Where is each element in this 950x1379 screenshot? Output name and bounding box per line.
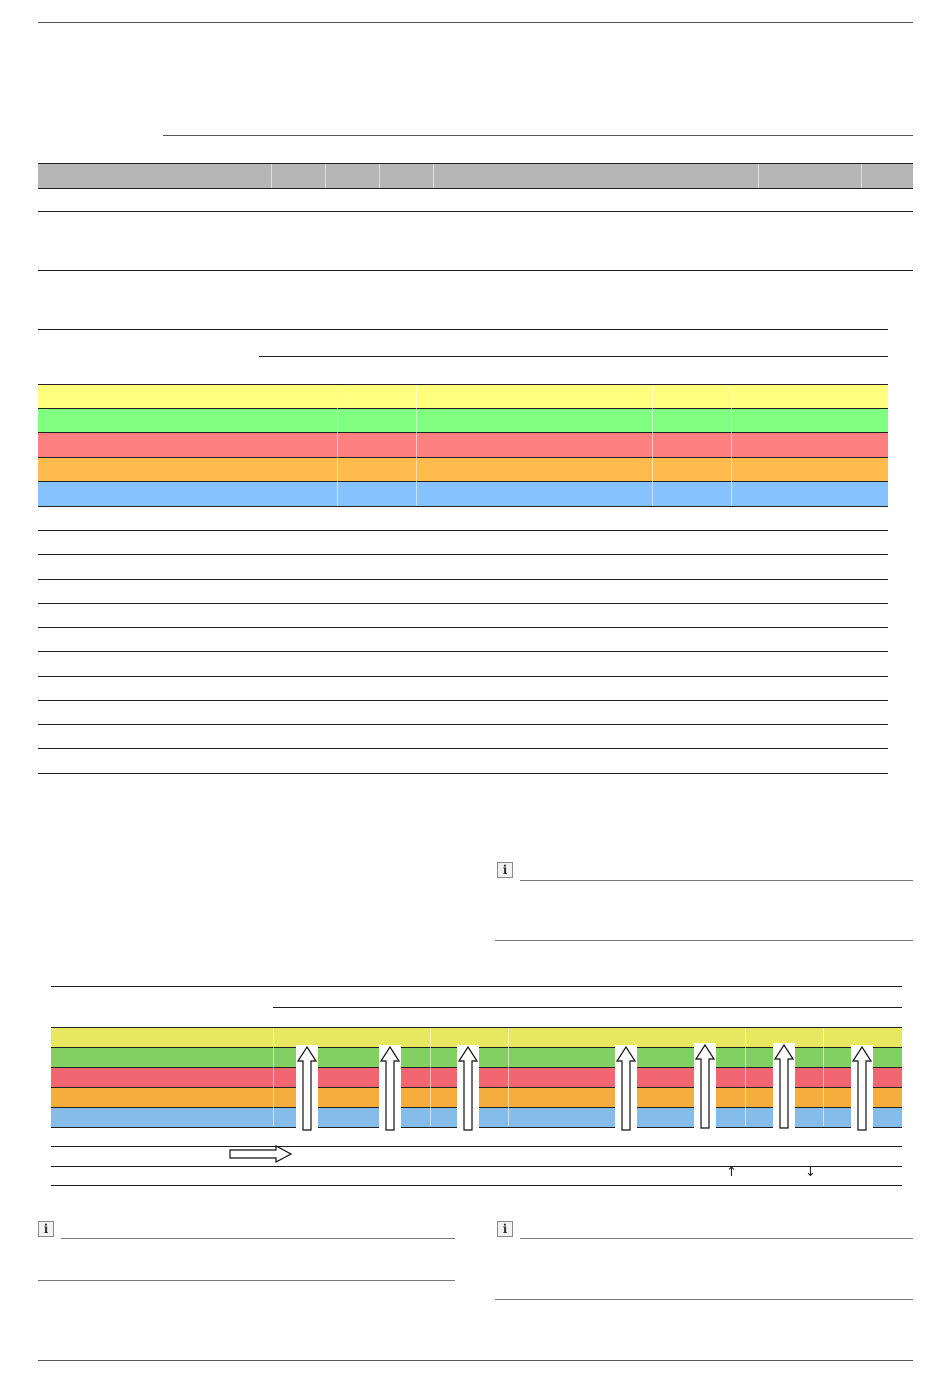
- diagram-row-rule: [51, 1146, 902, 1147]
- row-green: [38, 408, 888, 433]
- page-header-rule: [38, 22, 913, 23]
- table-row-rule: [38, 554, 888, 555]
- table-row-rule: [38, 627, 888, 628]
- table-row-rule: [38, 603, 888, 604]
- column-divider: [861, 164, 862, 188]
- table-row-rule: [38, 773, 888, 774]
- row-orange: [38, 457, 888, 482]
- small-up-arrow-icon: ↑: [726, 1165, 737, 1180]
- column-divider: [379, 164, 380, 188]
- column-divider: [433, 164, 434, 188]
- up-arrow-icon: [694, 1043, 716, 1131]
- row-blue: [38, 481, 888, 507]
- band-yellow: [51, 1027, 902, 1047]
- up-arrow-icon: [457, 1045, 479, 1133]
- title-underline: [163, 135, 913, 136]
- table-row-rule: [38, 211, 913, 212]
- note-bottom-rule: [495, 940, 913, 941]
- table-row-rule: [38, 748, 888, 749]
- diagram-top-rule: [51, 986, 902, 987]
- row-red: [38, 432, 888, 457]
- page-footer-rule: [38, 1360, 913, 1361]
- up-arrow-icon: [296, 1045, 318, 1133]
- column-divider: [652, 385, 653, 506]
- small-down-arrow-icon: ↓: [805, 1165, 816, 1180]
- info-icon: i: [497, 862, 513, 878]
- column-divider: [337, 385, 338, 506]
- column-divider: [745, 1028, 746, 1126]
- diagram-subheader-rule: [273, 1007, 902, 1008]
- table-top-rule: [38, 329, 888, 330]
- table-row-rule: [38, 530, 888, 531]
- note-bottom-rule: [38, 1280, 455, 1281]
- column-divider: [823, 1028, 824, 1126]
- table-row-rule: [38, 270, 913, 271]
- note-bottom-rule: [495, 1299, 913, 1300]
- column-divider: [273, 1028, 274, 1126]
- up-arrow-icon: [851, 1045, 873, 1133]
- row-yellow: [38, 384, 888, 409]
- up-arrow-icon: [615, 1045, 637, 1133]
- note-top-rule: [520, 1238, 913, 1239]
- diagram-row-rule: [51, 1166, 902, 1167]
- table-row-rule: [38, 700, 888, 701]
- column-divider: [731, 385, 732, 506]
- note-top-rule: [520, 880, 913, 881]
- up-arrow-icon: [379, 1045, 401, 1133]
- note-top-rule: [61, 1238, 455, 1239]
- table-row-rule: [38, 724, 888, 725]
- column-divider: [430, 1028, 431, 1126]
- right-arrow-icon: [229, 1145, 293, 1163]
- table-row-rule: [38, 651, 888, 652]
- column-divider: [758, 164, 759, 188]
- column-divider: [325, 164, 326, 188]
- column-divider: [508, 1028, 509, 1126]
- up-arrow-icon: [773, 1043, 795, 1131]
- column-divider: [271, 164, 272, 188]
- column-divider: [416, 385, 417, 506]
- info-icon: i: [497, 1221, 513, 1237]
- table-row-rule: [38, 579, 888, 580]
- table-subheader-rule: [259, 356, 888, 357]
- info-icon: i: [38, 1221, 54, 1237]
- table-row-rule: [38, 676, 888, 677]
- top-table-header: [38, 163, 913, 189]
- diagram-bottom-rule: [51, 1185, 902, 1186]
